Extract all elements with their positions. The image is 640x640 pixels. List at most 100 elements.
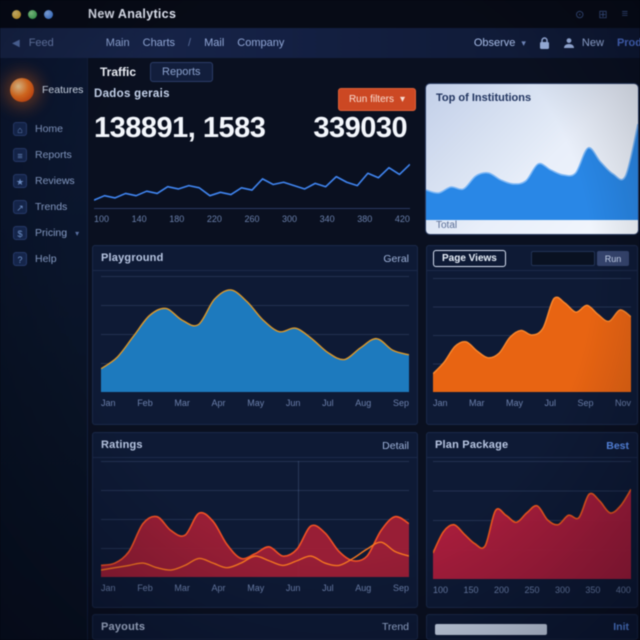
- nav-new-label[interactable]: New: [581, 37, 604, 49]
- pageviews-x-axis: Jan Mar May Jul Sep Nov: [433, 398, 631, 408]
- x-tick: May: [247, 398, 265, 408]
- user-icon[interactable]: [563, 37, 575, 49]
- pricing-icon: $: [13, 226, 27, 240]
- breadcrumb-item-mail[interactable]: Mail: [204, 37, 225, 49]
- overview-title: Dados gerais: [94, 88, 170, 100]
- x-tick: 300: [282, 214, 298, 224]
- x-tick: May: [247, 583, 265, 593]
- footer-right-bar[interactable]: [435, 624, 547, 635]
- x-tick: Jan: [101, 398, 116, 408]
- x-tick: Jun: [285, 583, 301, 593]
- x-tick: May: [505, 398, 523, 408]
- plan-panel: Plan Package Best 100 150 200 250 300 350 400: [426, 432, 638, 608]
- payouts-panel: Payouts Trend: [92, 614, 418, 640]
- x-tick: Jun: [285, 398, 301, 408]
- plan-title: Plan Package: [435, 439, 509, 451]
- x-tick: 140: [131, 214, 147, 224]
- x-tick: Jan: [101, 583, 116, 593]
- window-maximize-button[interactable]: [44, 9, 53, 19]
- observe-dropdown[interactable]: Observe ▾: [474, 37, 526, 49]
- playground-area-chart: [101, 276, 409, 392]
- x-tick: 260: [244, 214, 260, 224]
- observe-dropdown-label: Observe: [473, 37, 516, 49]
- top-navbar: ◀ Feed Main Charts / Mail Company Observ…: [0, 28, 640, 58]
- payouts-trend-link[interactable]: Trend: [381, 621, 409, 633]
- footer-right-panel: Init: [426, 614, 638, 640]
- x-tick: Jul: [544, 398, 556, 408]
- titlebar-apps-icon[interactable]: ⊞: [598, 8, 608, 21]
- pageviews-badge[interactable]: Page Views: [433, 250, 506, 267]
- titlebar-search-icon[interactable]: ⊙: [575, 8, 585, 21]
- ratings-panel: Ratings Detail Jan Feb Mar Apr May Jun Jul Aug S…: [92, 432, 418, 608]
- sidebar-item-pricing[interactable]: $ Pricing ▾: [0, 220, 87, 246]
- ratings-x-axis: Jan Feb Mar Apr May Jun Jul Aug Sep: [101, 583, 409, 593]
- chevron-down-icon: ▾: [521, 37, 526, 48]
- x-tick: Sep: [392, 583, 409, 593]
- home-icon: ⌂: [13, 122, 27, 136]
- sidebar-items: ⌂ Home ≡ Reports ★ Reviews ↗ Trends $ Pricing ▾? He…: [0, 116, 87, 272]
- pageviews-panel: Page Views Run Jan Mar May Jul Sep Nov: [426, 245, 638, 425]
- insights-area-chart: [426, 120, 638, 220]
- window-close-button[interactable]: [12, 9, 21, 19]
- x-tick: Jul: [322, 398, 334, 408]
- breadcrumb-separator: /: [188, 37, 192, 49]
- footer-right-link[interactable]: Init: [613, 621, 629, 633]
- x-tick: 200: [493, 585, 509, 595]
- reviews-icon: ★: [13, 174, 27, 188]
- pageviews-filter-input[interactable]: [531, 251, 595, 266]
- pageviews-area-chart: [433, 278, 631, 392]
- window-titlebar: New Analytics ⊙ ⊞ ≡: [0, 0, 640, 28]
- x-tick: 340: [319, 214, 335, 224]
- chevron-down-icon: ▾: [75, 228, 80, 238]
- x-tick: Apr: [211, 398, 226, 408]
- nav-partial-label[interactable]: Prod: [616, 37, 640, 49]
- x-tick: Jul: [322, 583, 334, 593]
- window-title: New Analytics: [88, 7, 177, 21]
- sidebar-item-home[interactable]: ⌂ Home: [0, 116, 87, 142]
- overview-x-axis: 100 140 180 220 260 300 340 380 420: [94, 214, 410, 224]
- lock-icon[interactable]: [539, 36, 550, 50]
- sidebar-item-help[interactable]: ? Help: [0, 246, 87, 272]
- x-tick: Aug: [355, 583, 372, 593]
- titlebar-menu-icon[interactable]: ≡: [621, 8, 628, 20]
- x-tick: 250: [524, 585, 540, 595]
- x-tick: Apr: [211, 583, 226, 593]
- back-icon[interactable]: ◀: [12, 37, 20, 49]
- sidebar-item-label: Reports: [35, 149, 72, 161]
- metric-primary-value: 138891, 1583: [94, 112, 266, 144]
- ratings-detail-link[interactable]: Detail: [382, 440, 409, 452]
- sidebar-active-label: Features: [42, 84, 84, 96]
- sidebar-item-label: Home: [35, 123, 64, 135]
- nav-back-label[interactable]: Feed: [28, 37, 54, 49]
- playground-link[interactable]: Geral: [383, 253, 409, 265]
- sidebar-item-label: Trends: [35, 201, 68, 213]
- x-tick: Feb: [137, 583, 153, 593]
- run-filters-button[interactable]: Run filters ▾: [337, 88, 416, 111]
- breadcrumb-item-charts[interactable]: Charts: [142, 37, 176, 49]
- x-tick: 100: [433, 585, 449, 595]
- sidebar-item-trends[interactable]: ↗ Trends: [0, 194, 87, 220]
- breadcrumb-item-main[interactable]: Main: [105, 37, 130, 49]
- x-tick: 150: [463, 585, 479, 595]
- sidebar-item-reviews[interactable]: ★ Reviews: [0, 168, 87, 194]
- x-tick: Sep: [577, 398, 594, 408]
- sidebar-item-reports[interactable]: ≡ Reports: [0, 142, 87, 168]
- insights-card: Top of Institutions Total: [426, 84, 638, 234]
- tab-reports[interactable]: Reports: [150, 62, 213, 82]
- x-tick: Aug: [355, 398, 372, 408]
- pageviews-run-button[interactable]: Run: [597, 251, 629, 266]
- x-tick: Jan: [433, 398, 448, 408]
- breadcrumb-item-company[interactable]: Company: [237, 37, 285, 49]
- x-tick: 400: [615, 585, 631, 595]
- x-tick: Sep: [392, 398, 409, 408]
- x-tick: 100: [94, 214, 110, 224]
- tab-traffic[interactable]: Traffic: [100, 65, 137, 79]
- window-minimize-button[interactable]: [28, 9, 37, 19]
- sidebar-item-label: Help: [35, 253, 57, 265]
- x-tick: Mar: [174, 398, 190, 408]
- plan-best-link[interactable]: Best: [606, 440, 629, 452]
- ratings-title: Ratings: [101, 439, 143, 451]
- sidebar-item-features-active[interactable]: Features: [0, 58, 87, 116]
- x-tick: 420: [394, 214, 410, 224]
